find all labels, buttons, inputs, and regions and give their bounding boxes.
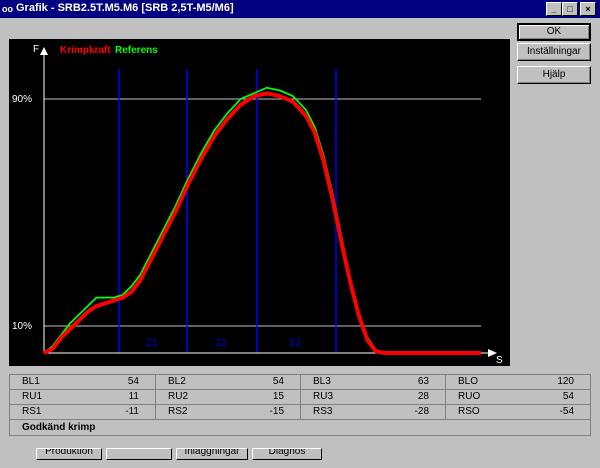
close-icon[interactable]: × (580, 2, 596, 16)
legend-referens: Referens (115, 45, 158, 56)
series-layer (43, 86, 481, 355)
table-cell: RS2 -15 (156, 405, 301, 420)
main-frame: F S 90% 10% Krimpkraft Referens Z1 Z2 Z3… (0, 18, 600, 460)
cell-label: BLO (458, 376, 479, 387)
maximize-icon[interactable]: □ (562, 2, 578, 16)
cell-value: 11 (128, 391, 139, 402)
table-cell: RS1 -11 (10, 405, 156, 420)
zone-label-z1: Z1 (146, 338, 158, 349)
y-axis-label: F (33, 44, 39, 55)
cell-label: RS2 (168, 406, 188, 417)
x-axis-arrow (488, 349, 497, 357)
help-button[interactable]: Hjälp (517, 66, 591, 84)
table-cell: RSO -54 (446, 405, 590, 420)
bottom-toolbar: Produktion Inläggningar Diagnos (0, 448, 600, 468)
cell-value: 15 (272, 391, 284, 402)
app-icon: oo (2, 4, 13, 14)
minimize-icon[interactable]: _ (546, 2, 562, 16)
cell-label: RSO (458, 406, 480, 417)
chart-panel: F S 90% 10% Krimpkraft Referens Z1 Z2 Z3 (9, 39, 510, 366)
table-cell: BL2 54 (156, 375, 301, 390)
series-line-referens (43, 86, 481, 354)
cell-label: RS3 (313, 406, 333, 417)
cell-value: 120 (557, 376, 574, 387)
results-table: BL1 54 BL2 54 BL3 63 BLO 120 RU1 11 RU2 15 RU3… (9, 374, 591, 436)
table-cell: RS3 -28 (301, 405, 446, 420)
y-tick-10: 10% (12, 321, 32, 332)
title-bar: oo Grafik - SRB2.5T.M5.M6 [SRB 2,5T-M5/M… (0, 0, 600, 18)
cell-value: -11 (125, 406, 139, 417)
cell-value: -28 (414, 406, 429, 417)
cell-label: RS1 (22, 406, 42, 417)
table-cell: BL1 54 (10, 375, 156, 390)
legend-krimpkraft: Krimpkraft (60, 45, 111, 56)
table-cell: BL3 63 (301, 375, 446, 390)
cell-label: RU1 (22, 391, 43, 402)
ok-button[interactable]: OK (517, 23, 591, 41)
table-cell: RUO 54 (446, 390, 590, 405)
cell-label: RU2 (168, 391, 189, 402)
x-axis-label: S (496, 355, 503, 366)
zone-label-z3: Z3 (289, 338, 301, 349)
cell-label: RUO (458, 391, 481, 402)
cell-value: 63 (417, 376, 429, 387)
table-cell: RU2 15 (156, 390, 301, 405)
cell-value: 28 (417, 391, 429, 402)
table-cell: BLO 120 (446, 375, 590, 390)
cell-label: BL1 (22, 376, 40, 387)
cell-label: RU3 (313, 391, 334, 402)
settings-button[interactable]: Inställningar (517, 43, 591, 61)
zone-label-z2: Z2 (215, 338, 227, 349)
cell-value: 54 (562, 391, 574, 402)
cell-label: BL2 (168, 376, 186, 387)
table-cell: RU3 28 (301, 390, 446, 405)
window-title: Grafik - SRB2.5T.M5.M6 [SRB 2,5T-M5/M6] (16, 2, 234, 14)
status-text: Godkänd krimp (22, 422, 96, 433)
table-cell: RU1 11 (10, 390, 156, 405)
y-tick-90: 90% (12, 94, 32, 105)
cell-label: BL3 (313, 376, 331, 387)
series-line-krimpkraft (43, 91, 481, 355)
cell-value: 54 (127, 376, 139, 387)
y-axis-arrow (40, 47, 48, 55)
cell-value: 54 (272, 376, 284, 387)
cell-value: -15 (269, 406, 284, 417)
cell-value: -54 (559, 406, 574, 417)
force-chart: F S 90% 10% Krimpkraft Referens Z1 Z2 Z3 (12, 44, 503, 366)
